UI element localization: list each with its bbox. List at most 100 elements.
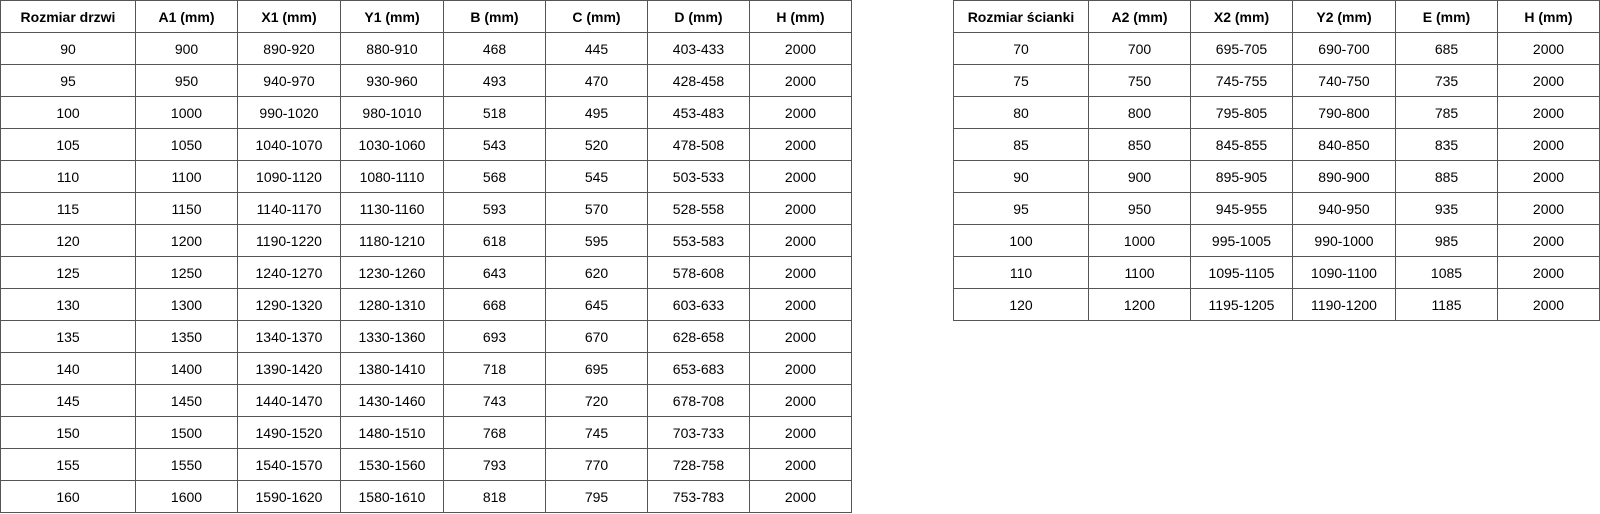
table-cell: 728-758 (647, 448, 750, 481)
table-row: 115 1150 1140-1170 1130-1160 593 570 528-558 20… (0, 192, 852, 225)
table-cell: 155 (0, 448, 136, 481)
table-cell: 1580-1610 (340, 480, 444, 513)
table-cell: 495 (545, 96, 648, 129)
table-cell: 620 (545, 256, 648, 289)
table-cell: 1390-1420 (237, 352, 341, 385)
table-cell: 1100 (135, 160, 238, 193)
table-cell: 468 (443, 32, 546, 65)
table-cell: 643 (443, 256, 546, 289)
table-cell: 2000 (749, 320, 852, 353)
table-cell: 2000 (749, 480, 852, 513)
table-row: 160 1600 1590-1620 1580-1610 818 795 753-783 20… (0, 480, 852, 513)
table-cell: 130 (0, 288, 136, 321)
table-cell: 80 (953, 96, 1089, 129)
table-cell: 2000 (1497, 32, 1600, 65)
table-cell: 2000 (1497, 64, 1600, 97)
table-cell: 1240-1270 (237, 256, 341, 289)
table-row: 95 950 940-970 930-960 493 470 428-458 2000 (0, 64, 852, 97)
table-cell: 1300 (135, 288, 238, 321)
table-row: 110 1100 1090-1120 1080-1110 568 545 503-533 20… (0, 160, 852, 193)
table-cell: 1500 (135, 416, 238, 449)
table-cell: 668 (443, 288, 546, 321)
table-cell: 950 (1088, 192, 1191, 225)
table-cell: 70 (953, 32, 1089, 65)
table-cell: 670 (545, 320, 648, 353)
table-cell: 160 (0, 480, 136, 513)
table-cell: 140 (0, 352, 136, 385)
table-cell: 110 (953, 256, 1089, 289)
table-cell: 150 (0, 416, 136, 449)
table-cell: 1040-1070 (237, 128, 341, 161)
table-cell: 795-805 (1190, 96, 1293, 129)
table-cell: 850 (1088, 128, 1191, 161)
table-cell: 1130-1160 (340, 192, 444, 225)
column-header: Rozmiar drzwi (0, 0, 136, 33)
table-cell: 1195-1205 (1190, 288, 1293, 321)
table-cell: 1480-1510 (340, 416, 444, 449)
table-cell: 2000 (1497, 288, 1600, 321)
table-cell: 990-1020 (237, 96, 341, 129)
table-cell: 1180-1210 (340, 224, 444, 257)
table-row: 80 800 795-805 790-800 785 2000 (953, 96, 1600, 129)
table-cell: 428-458 (647, 64, 750, 97)
table-cell: 743 (443, 384, 546, 417)
table-cell: 553-583 (647, 224, 750, 257)
table-cell: 568 (443, 160, 546, 193)
column-header: Y1 (mm) (340, 0, 444, 33)
table-cell: 995-1005 (1190, 224, 1293, 257)
table-cell: 950 (135, 64, 238, 97)
table-row: 130 1300 1290-1320 1280-1310 668 645 603-633 20… (0, 288, 852, 321)
table-cell: 120 (0, 224, 136, 257)
table-cell: 895-905 (1190, 160, 1293, 193)
column-header: A1 (mm) (135, 0, 238, 33)
table-cell: 770 (545, 448, 648, 481)
table-cell: 528-558 (647, 192, 750, 225)
column-header: H (mm) (749, 0, 852, 33)
table-cell: 880-910 (340, 32, 444, 65)
table-cell: 543 (443, 128, 546, 161)
table-cell: 1450 (135, 384, 238, 417)
table-row: 100 1000 995-1005 990-1000 985 2000 (953, 224, 1600, 257)
table-cell: 690-700 (1292, 32, 1396, 65)
table-cell: 1400 (135, 352, 238, 385)
table-cell: 718 (443, 352, 546, 385)
table-cell: 678-708 (647, 384, 750, 417)
table-cell: 768 (443, 416, 546, 449)
table-cell: 1440-1470 (237, 384, 341, 417)
table-row: 105 1050 1040-1070 1030-1060 543 520 478-508 20… (0, 128, 852, 161)
table-cell: 935 (1395, 192, 1498, 225)
table-cell: 1290-1320 (237, 288, 341, 321)
table-cell: 570 (545, 192, 648, 225)
table-cell: 940-970 (237, 64, 341, 97)
table-cell: 845-855 (1190, 128, 1293, 161)
table-cell: 735 (1395, 64, 1498, 97)
table-cell: 890-920 (237, 32, 341, 65)
table-cell: 403-433 (647, 32, 750, 65)
table-cell: 628-658 (647, 320, 750, 353)
table-cell: 2000 (749, 352, 852, 385)
table-cell: 745-755 (1190, 64, 1293, 97)
table-cell: 990-1000 (1292, 224, 1396, 257)
table-cell: 753-783 (647, 480, 750, 513)
table-cell: 2000 (749, 416, 852, 449)
column-header: Y2 (mm) (1292, 0, 1396, 33)
column-header: B (mm) (443, 0, 546, 33)
table-cell: 795 (545, 480, 648, 513)
table-cell: 2000 (1497, 224, 1600, 257)
table-cell: 2000 (749, 224, 852, 257)
table-cell: 1000 (1088, 224, 1191, 257)
table-row: 150 1500 1490-1520 1480-1510 768 745 703-733 20… (0, 416, 852, 449)
table-cell: 1350 (135, 320, 238, 353)
table-cell: 940-950 (1292, 192, 1396, 225)
table-row: 155 1550 1540-1570 1530-1560 793 770 728-758 20… (0, 448, 852, 481)
table-cell: 700 (1088, 32, 1191, 65)
table-cell: 1140-1170 (237, 192, 341, 225)
wall-size-table: Rozmiar ścianki A2 (mm) X2 (mm) Y2 (mm) E (m… (953, 0, 1600, 321)
table-cell: 800 (1088, 96, 1191, 129)
table-cell: 945-955 (1190, 192, 1293, 225)
table-cell: 1590-1620 (237, 480, 341, 513)
table-cell: 603-633 (647, 288, 750, 321)
table-cell: 890-900 (1292, 160, 1396, 193)
header-row: Rozmiar ścianki A2 (mm) X2 (mm) Y2 (mm) E (m… (953, 0, 1600, 33)
table-cell: 2000 (749, 32, 852, 65)
